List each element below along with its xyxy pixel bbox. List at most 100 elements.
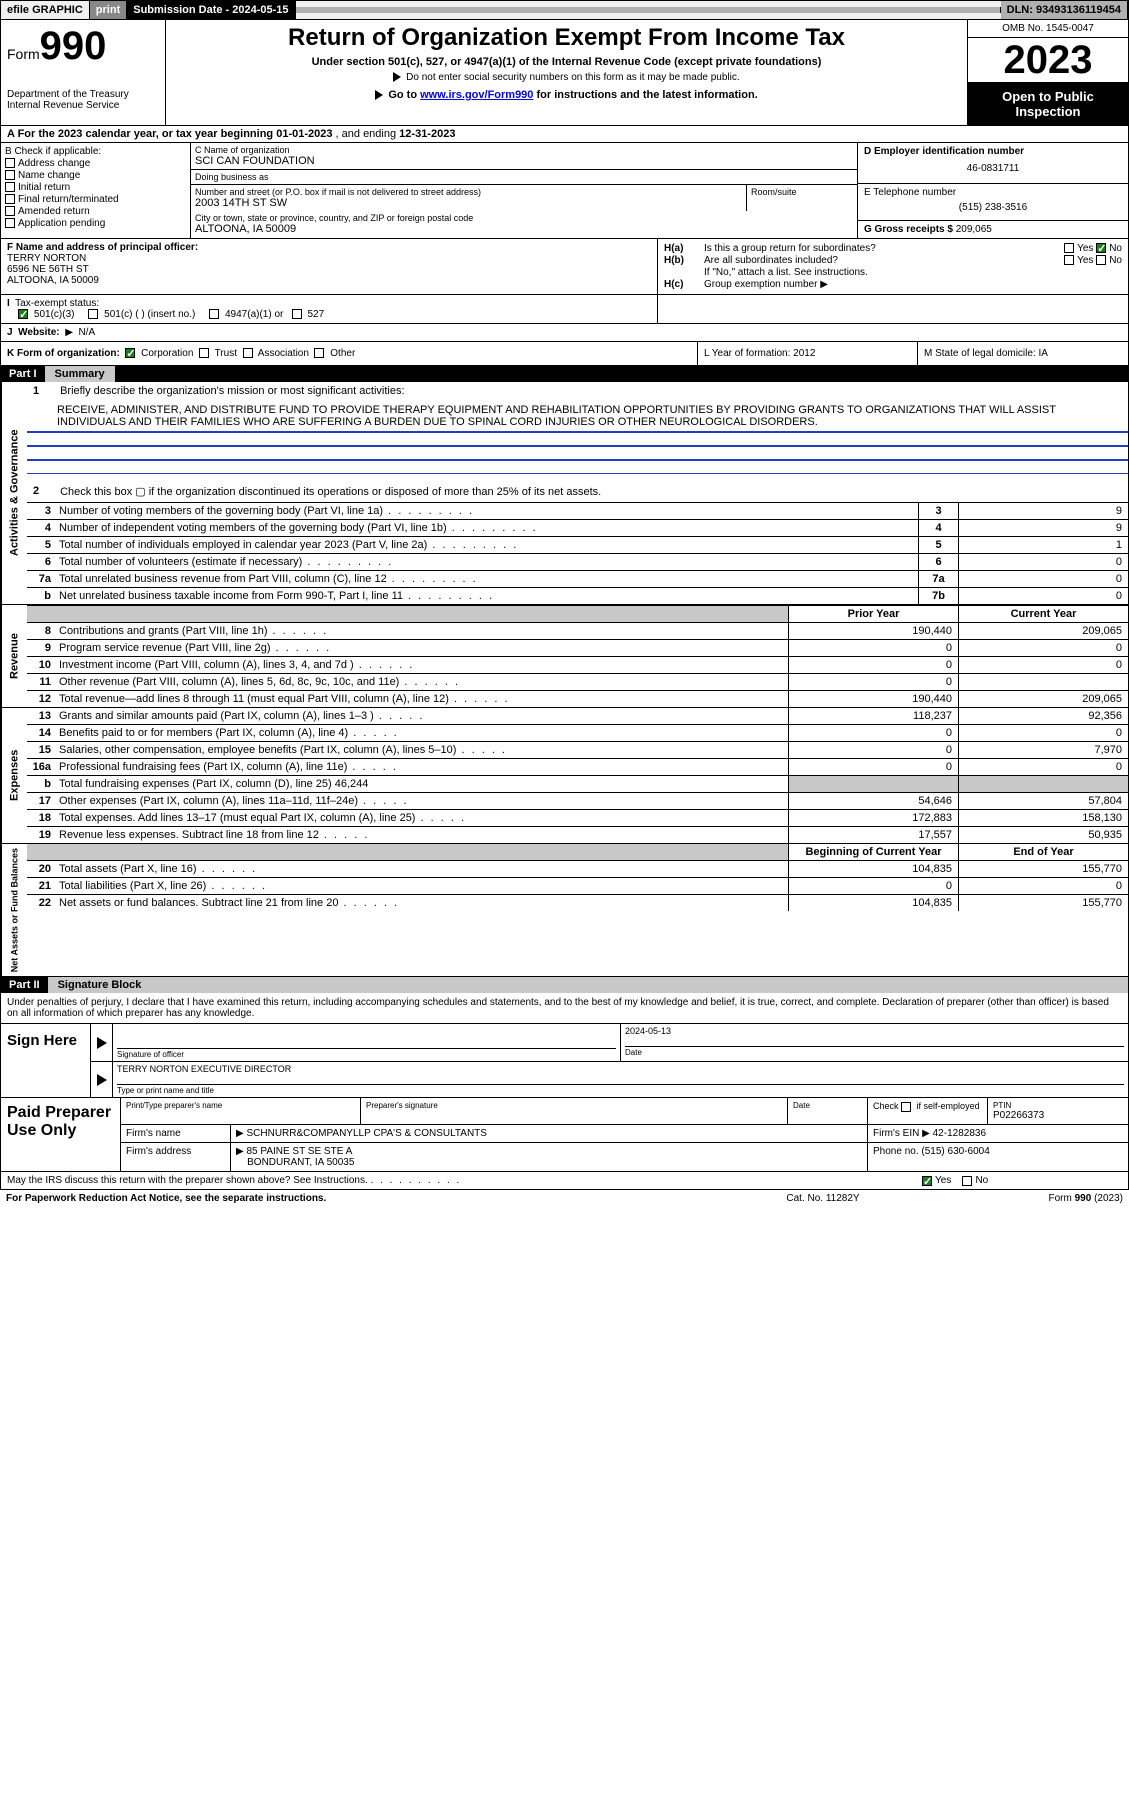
table-row: 19 Revenue less expenses. Subtract line … (27, 826, 1128, 843)
prior-value (788, 776, 958, 792)
tel-label: E Telephone number (864, 187, 1122, 198)
table-row: 7a Total unrelated business revenue from… (27, 570, 1128, 587)
current-value: 50,935 (958, 827, 1128, 843)
line-num: 13 (27, 708, 55, 724)
discuss-yes-checkbox[interactable] (922, 1176, 932, 1186)
current-value: 7,970 (958, 742, 1128, 758)
chk-name-change[interactable]: Name change (5, 170, 186, 181)
line-desc: Total expenses. Add lines 13–17 (must eq… (55, 810, 788, 826)
line-num: 19 (27, 827, 55, 843)
chk-final-return[interactable]: Final return/terminated (5, 194, 186, 205)
line-m: M State of legal domicile: IA (918, 342, 1128, 365)
end-value: 155,770 (958, 861, 1128, 877)
gross-label: G Gross receipts $ (864, 224, 953, 235)
date-label: Date (625, 1046, 1124, 1057)
open-to-public: Open to Public Inspection (968, 83, 1128, 125)
line-j-text: Website: (18, 327, 60, 338)
ha-yes-checkbox[interactable] (1064, 243, 1074, 253)
box-b: B Check if applicable: Address change Na… (1, 143, 191, 238)
chk-corporation[interactable] (125, 348, 135, 358)
line-num: 4 (27, 520, 55, 536)
tel-value: (515) 238-3516 (864, 198, 1122, 217)
table-row: 10 Investment income (Part VIII, column … (27, 656, 1128, 673)
expenses-section: Expenses 13 Grants and similar amounts p… (1, 708, 1128, 844)
table-row: b Total fundraising expenses (Part IX, c… (27, 775, 1128, 792)
part1-label: Part I (1, 366, 45, 382)
line-desc: Total fundraising expenses (Part IX, col… (55, 776, 788, 792)
form-num-big: 990 (40, 24, 107, 68)
line-desc: Total number of individuals employed in … (55, 537, 918, 553)
line-desc: Revenue less expenses. Subtract line 18 … (55, 827, 788, 843)
chk-self-employed[interactable] (901, 1102, 911, 1112)
discuss-text: May the IRS discuss this return with the… (7, 1175, 368, 1186)
line-desc: Total revenue—add lines 8 through 11 (mu… (55, 691, 788, 707)
chk-initial-return[interactable]: Initial return (5, 182, 186, 193)
line-i-label: I (7, 298, 10, 309)
mission-body: RECEIVE, ADMINISTER, AND DISTRIBUTE FUND… (27, 401, 1128, 432)
line-num: 16a (27, 759, 55, 775)
chk-501c3[interactable] (18, 309, 28, 319)
box-f: F Name and address of principal officer:… (1, 239, 658, 294)
current-value: 158,130 (958, 810, 1128, 826)
chk-4947[interactable] (209, 309, 219, 319)
prior-value: 190,440 (788, 691, 958, 707)
line-a: A For the 2023 calendar year, or tax yea… (1, 126, 1128, 143)
line-num: 21 (27, 878, 55, 894)
signature-label: Signature of officer (117, 1048, 616, 1059)
line-num: 14 (27, 725, 55, 741)
discuss-no-checkbox[interactable] (962, 1176, 972, 1186)
line-num: b (27, 776, 55, 792)
line-num: 9 (27, 640, 55, 656)
header-right: OMB No. 1545-0047 2023 Open to Public In… (968, 20, 1128, 125)
arrow-icon (91, 1024, 113, 1061)
print-button[interactable]: print (90, 1, 127, 19)
line-l: L Year of formation: 2012 (698, 342, 918, 365)
line-num: 12 (27, 691, 55, 707)
governance-vlabel: Activities & Governance (1, 382, 27, 604)
omb-number: OMB No. 1545-0047 (968, 20, 1128, 38)
ssn-warning: Do not enter social security numbers on … (174, 72, 959, 83)
arrow-icon: ▶ (236, 1146, 244, 1157)
sign-here-label: Sign Here (1, 1024, 91, 1097)
chk-address-change[interactable]: Address change (5, 158, 186, 169)
addr-value: 2003 14TH ST SW (195, 197, 742, 209)
line-desc: Benefits paid to or for members (Part IX… (55, 725, 788, 741)
arrow-icon: ▶ (922, 1128, 930, 1139)
current-value: 57,804 (958, 793, 1128, 809)
chk-trust[interactable] (199, 348, 209, 358)
line-desc: Other revenue (Part VIII, column (A), li… (55, 674, 788, 690)
chk-amended-return[interactable]: Amended return (5, 206, 186, 217)
line-desc: Salaries, other compensation, employee b… (55, 742, 788, 758)
line-num: 22 (27, 895, 55, 911)
hb-yes-checkbox[interactable] (1064, 255, 1074, 265)
chk-application-pending[interactable]: Application pending (5, 218, 186, 229)
pra-notice: For Paperwork Reduction Act Notice, see … (6, 1193, 723, 1204)
expenses-vlabel: Expenses (1, 708, 27, 843)
line-num: 17 (27, 793, 55, 809)
efile-label: efile GRAPHIC (1, 1, 90, 19)
officer-city: ALTOONA, IA 50009 (7, 275, 651, 286)
hc-text: Group exemption number (704, 279, 817, 290)
begin-value: 104,835 (788, 895, 958, 911)
prior-value: 172,883 (788, 810, 958, 826)
line-value: 0 (958, 588, 1128, 604)
chk-other[interactable] (314, 348, 324, 358)
ha-no-checkbox[interactable] (1096, 243, 1106, 253)
line-desc: Other expenses (Part IX, column (A), lin… (55, 793, 788, 809)
revenue-vlabel: Revenue (1, 605, 27, 707)
irs-link[interactable]: www.irs.gov/Form990 (420, 89, 533, 101)
table-row: 22 Net assets or fund balances. Subtract… (27, 894, 1128, 911)
tax-year: 2023 (968, 38, 1128, 83)
chk-501c[interactable] (88, 309, 98, 319)
hb-no-checkbox[interactable] (1096, 255, 1106, 265)
current-value: 0 (958, 657, 1128, 673)
table-row: 20 Total assets (Part X, line 16) . . . … (27, 860, 1128, 877)
submission-date-button[interactable]: Submission Date - 2024-05-15 (127, 1, 295, 19)
line-desc: Total unrelated business revenue from Pa… (55, 571, 918, 587)
chk-association[interactable] (243, 348, 253, 358)
gross-value: 209,065 (956, 224, 992, 235)
part2-label: Part II (1, 977, 48, 993)
ha-text: Is this a group return for subordinates? (704, 243, 1064, 254)
line-desc: Number of independent voting members of … (55, 520, 918, 536)
chk-527[interactable] (292, 309, 302, 319)
